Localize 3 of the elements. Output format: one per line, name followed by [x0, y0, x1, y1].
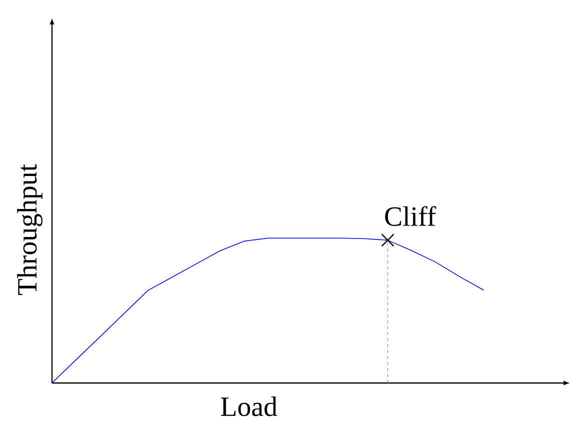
x-axis-title: Load	[220, 396, 278, 416]
text: Cliff	[385, 206, 436, 226]
y-axis-title: Throughput	[17, 164, 42, 296]
